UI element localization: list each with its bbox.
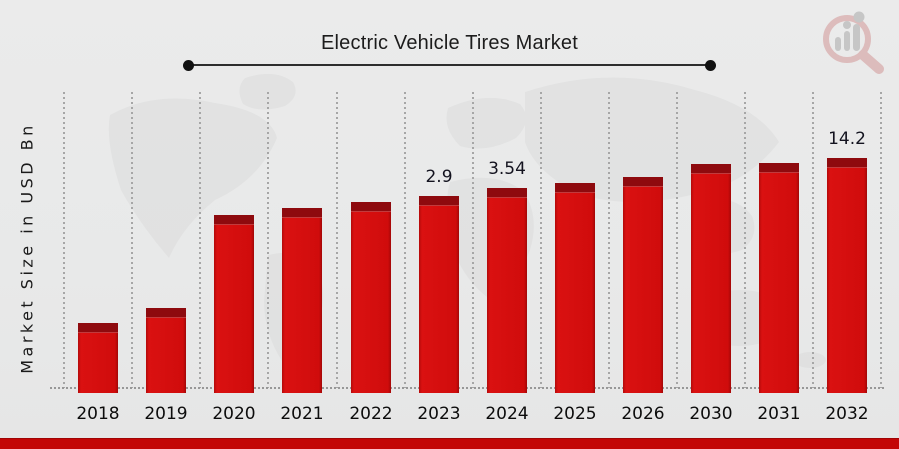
gridline-6	[472, 92, 474, 388]
gridline-3	[267, 92, 269, 388]
bar-2031	[759, 163, 799, 393]
x-axis-tick-2019: 2019	[144, 404, 188, 424]
bar-2025	[555, 183, 595, 393]
bar-cap-2021	[282, 208, 322, 218]
magnifier-lens-icon	[823, 15, 871, 63]
bar-cap-2030	[691, 164, 731, 174]
gridline-4	[336, 92, 338, 388]
gridline-1	[131, 92, 133, 388]
bar-body-2020	[214, 215, 254, 393]
bar-body-2030	[691, 164, 731, 393]
gridline-8	[608, 92, 610, 388]
x-axis-tick-2018: 2018	[76, 404, 120, 424]
bar-cap-2022	[351, 202, 391, 212]
x-axis-tick-2026: 2026	[621, 404, 665, 424]
bar-body-2032	[827, 158, 867, 393]
bar-cap-2032	[827, 158, 867, 168]
bar-body-2022	[351, 202, 391, 393]
bar-value-label-2023: 2.9	[425, 167, 453, 187]
underline-right-dot	[705, 60, 716, 71]
footer-accent-strip	[0, 438, 899, 449]
bar-cap-2031	[759, 163, 799, 173]
bar-body-2023	[419, 196, 459, 393]
bar-cap-2020	[214, 215, 254, 225]
bar-cap-2025	[555, 183, 595, 193]
x-axis-tick-2030: 2030	[689, 404, 733, 424]
bar-body-2019	[146, 308, 186, 393]
gridline-0	[63, 92, 65, 388]
x-axis-baseline	[50, 387, 886, 389]
bar-body-2024	[487, 188, 527, 393]
bar-2032	[827, 158, 867, 393]
magnifier-handle-icon	[858, 50, 884, 74]
x-axis-tick-2032: 2032	[825, 404, 869, 424]
gridline-5	[404, 92, 406, 388]
gridline-11	[812, 92, 814, 388]
y-axis-label: Market Size in USD Bn	[17, 122, 37, 374]
x-axis-tick-2022: 2022	[349, 404, 393, 424]
bar-2030	[691, 164, 731, 393]
gridline-7	[540, 92, 542, 388]
gridline-9	[676, 92, 678, 388]
gridline-2	[199, 92, 201, 388]
bar-2024	[487, 188, 527, 393]
bar-value-label-2032: 14.2	[828, 129, 866, 149]
x-axis-tick-2024: 2024	[485, 404, 529, 424]
title-underline	[188, 64, 710, 66]
bar-body-2026	[623, 177, 663, 393]
bar-body-2018	[78, 323, 118, 393]
market-research-future-logo	[823, 11, 884, 74]
bar-cap-2018	[78, 323, 118, 333]
gridline-12	[880, 92, 882, 388]
bar-cap-2023	[419, 196, 459, 206]
bar-2019	[146, 308, 186, 393]
underline-left-dot	[183, 60, 194, 71]
bar-body-2025	[555, 183, 595, 393]
bar-2022	[351, 202, 391, 393]
bar-2018	[78, 323, 118, 393]
bar-2023	[419, 196, 459, 393]
x-axis-tick-2023: 2023	[417, 404, 461, 424]
x-axis-tick-2020: 2020	[212, 404, 256, 424]
bar-cap-2026	[623, 177, 663, 187]
bar-cap-2024	[487, 188, 527, 198]
bar-2020	[214, 215, 254, 393]
chart-title: Electric Vehicle Tires Market	[321, 32, 578, 54]
x-axis-tick-2025: 2025	[553, 404, 597, 424]
bar-body-2021	[282, 208, 322, 393]
x-axis-tick-2031: 2031	[757, 404, 801, 424]
bar-2021	[282, 208, 322, 393]
bar-2026	[623, 177, 663, 393]
bar-cap-2019	[146, 308, 186, 318]
gridline-10	[744, 92, 746, 388]
bar-body-2031	[759, 163, 799, 393]
bar-value-label-2024: 3.54	[488, 159, 526, 179]
x-axis-tick-2021: 2021	[280, 404, 324, 424]
